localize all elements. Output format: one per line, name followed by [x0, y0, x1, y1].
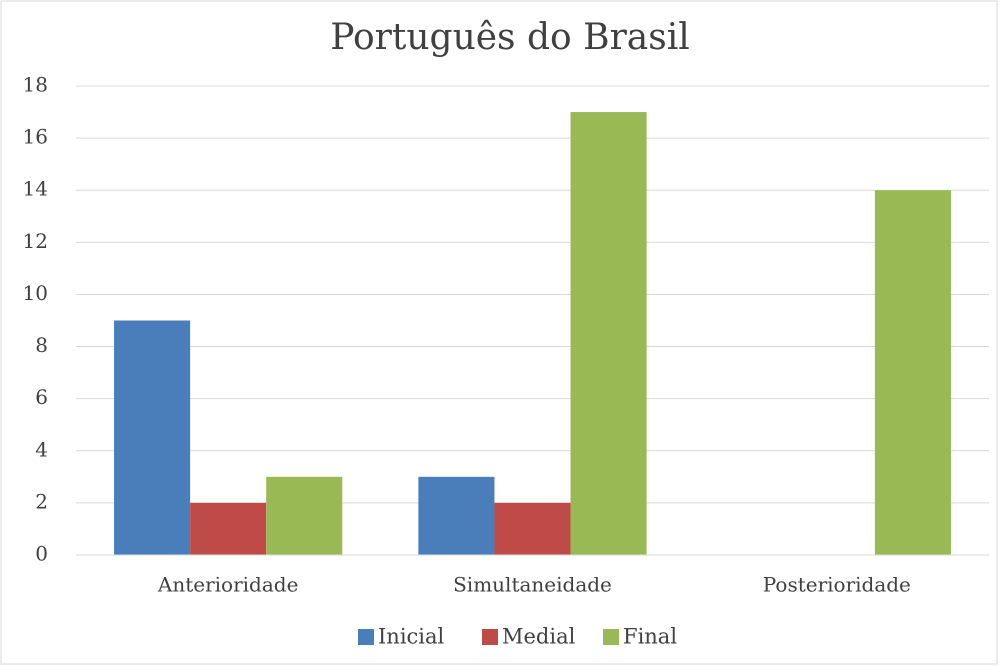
bar [190, 502, 267, 555]
y-tick-label: 4 [35, 437, 48, 461]
y-tick-label: 18 [23, 73, 48, 97]
y-tick-label: 6 [35, 385, 48, 409]
y-tick-label: 16 [23, 125, 48, 149]
y-tick-label: 14 [23, 177, 48, 201]
legend-swatch [482, 629, 498, 645]
bar [874, 190, 951, 555]
legend-swatch [358, 629, 374, 645]
bar [114, 320, 191, 555]
bar [418, 476, 495, 555]
y-tick-label: 2 [35, 489, 48, 513]
x-tick-label: Posterioridade [763, 573, 911, 597]
bar [266, 476, 343, 555]
chart-title: Português do Brasil [330, 17, 690, 58]
x-tick-label: Anterioridade [157, 573, 299, 597]
legend-swatch [603, 629, 619, 645]
x-tick-label: Simultaneidade [453, 573, 612, 597]
legend-label: Medial [502, 625, 576, 649]
bar [494, 502, 571, 555]
y-tick-label: 10 [23, 281, 48, 305]
y-tick-label: 8 [35, 333, 48, 357]
legend-label: Final [623, 625, 677, 649]
bar [570, 112, 647, 556]
legend-label: Inicial [378, 625, 445, 649]
y-tick-label: 0 [35, 542, 48, 566]
y-tick-label: 12 [23, 229, 48, 253]
